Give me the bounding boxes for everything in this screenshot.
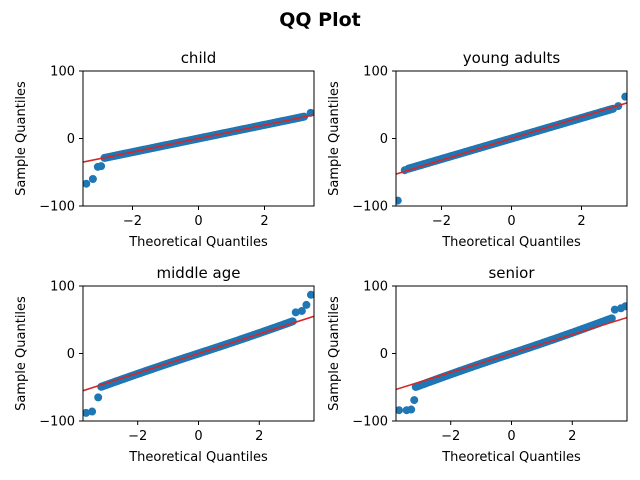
subplot-title: young adults bbox=[463, 49, 561, 67]
x-tick-label: 2 bbox=[260, 214, 268, 229]
qq-point-outlier bbox=[97, 162, 106, 171]
x-axis-label: Theoretical Quantiles bbox=[441, 235, 581, 250]
x-tick-label: −2 bbox=[128, 429, 147, 444]
qq-point-outlier bbox=[610, 305, 619, 314]
figure-title: QQ Plot bbox=[279, 9, 361, 31]
x-axis-label: Theoretical Quantiles bbox=[441, 450, 581, 465]
subplot-child: child −2 0 2 −100 0 100 Theoretical Quantiles Sa… bbox=[14, 49, 315, 250]
y-tick-label: 0 bbox=[67, 347, 75, 362]
x-tick-label: 0 bbox=[507, 214, 515, 229]
y-tick-label: 100 bbox=[363, 65, 388, 80]
subplot-title: child bbox=[181, 49, 217, 67]
qq-points bbox=[396, 302, 627, 415]
subplot-title: middle age bbox=[157, 264, 241, 282]
y-tick-label: 0 bbox=[67, 132, 75, 147]
y-tick-label: −100 bbox=[39, 415, 75, 430]
y-tick-label: 100 bbox=[50, 280, 75, 295]
y-tick-label: 100 bbox=[363, 280, 388, 295]
qq-point-outlier bbox=[621, 302, 627, 311]
x-tick-label: −2 bbox=[432, 214, 451, 229]
qq-point-outlier bbox=[94, 393, 103, 402]
y-axis-label: Sample Quantiles bbox=[327, 296, 342, 411]
y-tick-label: −100 bbox=[352, 200, 388, 215]
x-tick-label: 0 bbox=[507, 429, 515, 444]
subplot-senior: senior −2 0 2 −100 0 100 Theoretical Quantiles S… bbox=[327, 264, 628, 465]
y-tick-label: −100 bbox=[352, 415, 388, 430]
x-axis-label: Theoretical Quantiles bbox=[128, 235, 268, 250]
subplot-grid: child −2 0 2 −100 0 100 Theoretical Quantiles Sa… bbox=[14, 49, 628, 465]
x-tick-label: 0 bbox=[194, 214, 202, 229]
qq-point-outlier bbox=[83, 179, 91, 188]
qq-point-outlier bbox=[407, 405, 416, 414]
y-axis-label: Sample Quantiles bbox=[14, 81, 29, 196]
x-tick-label: −2 bbox=[441, 429, 460, 444]
qq-points bbox=[83, 108, 314, 188]
qq-point bbox=[607, 314, 616, 323]
qq-point-outlier bbox=[88, 175, 97, 183]
subplot-young-adults: young adults −2 0 2 −100 0 100 Theoretical Quan… bbox=[327, 49, 628, 250]
qq-point-outlier bbox=[302, 300, 311, 309]
x-tick-label: 0 bbox=[194, 429, 202, 444]
x-tick-label: 2 bbox=[568, 429, 576, 444]
qq-point-outlier bbox=[297, 306, 306, 315]
x-tick-label: 2 bbox=[255, 429, 263, 444]
reference-line bbox=[83, 114, 314, 163]
qq-points bbox=[396, 92, 627, 205]
x-axis-label: Theoretical Quantiles bbox=[128, 450, 268, 465]
qq-point-outlier bbox=[396, 406, 404, 415]
y-tick-label: 0 bbox=[380, 347, 388, 362]
y-axis-label: Sample Quantiles bbox=[14, 296, 29, 411]
qq-point-outlier bbox=[88, 407, 97, 416]
x-tick-label: 2 bbox=[577, 214, 585, 229]
qq-point-outlier bbox=[396, 196, 402, 205]
y-tick-label: 100 bbox=[50, 65, 75, 80]
qq-point-outlier bbox=[306, 290, 314, 299]
qq-point-outlier bbox=[410, 396, 419, 405]
qq-point-outlier bbox=[621, 92, 627, 101]
y-axis-label: Sample Quantiles bbox=[327, 81, 342, 196]
subplot-title: senior bbox=[488, 264, 535, 282]
reference-line bbox=[396, 316, 627, 391]
x-tick-label: −2 bbox=[123, 214, 142, 229]
subplot-middle-age: middle age −2 0 2 −100 0 100 Theoretical Quanti… bbox=[14, 264, 315, 465]
y-tick-label: 0 bbox=[380, 132, 388, 147]
reference-line bbox=[396, 102, 627, 175]
reference-line bbox=[83, 315, 314, 392]
y-tick-label: −100 bbox=[39, 200, 75, 215]
qq-point-outlier bbox=[291, 308, 300, 317]
